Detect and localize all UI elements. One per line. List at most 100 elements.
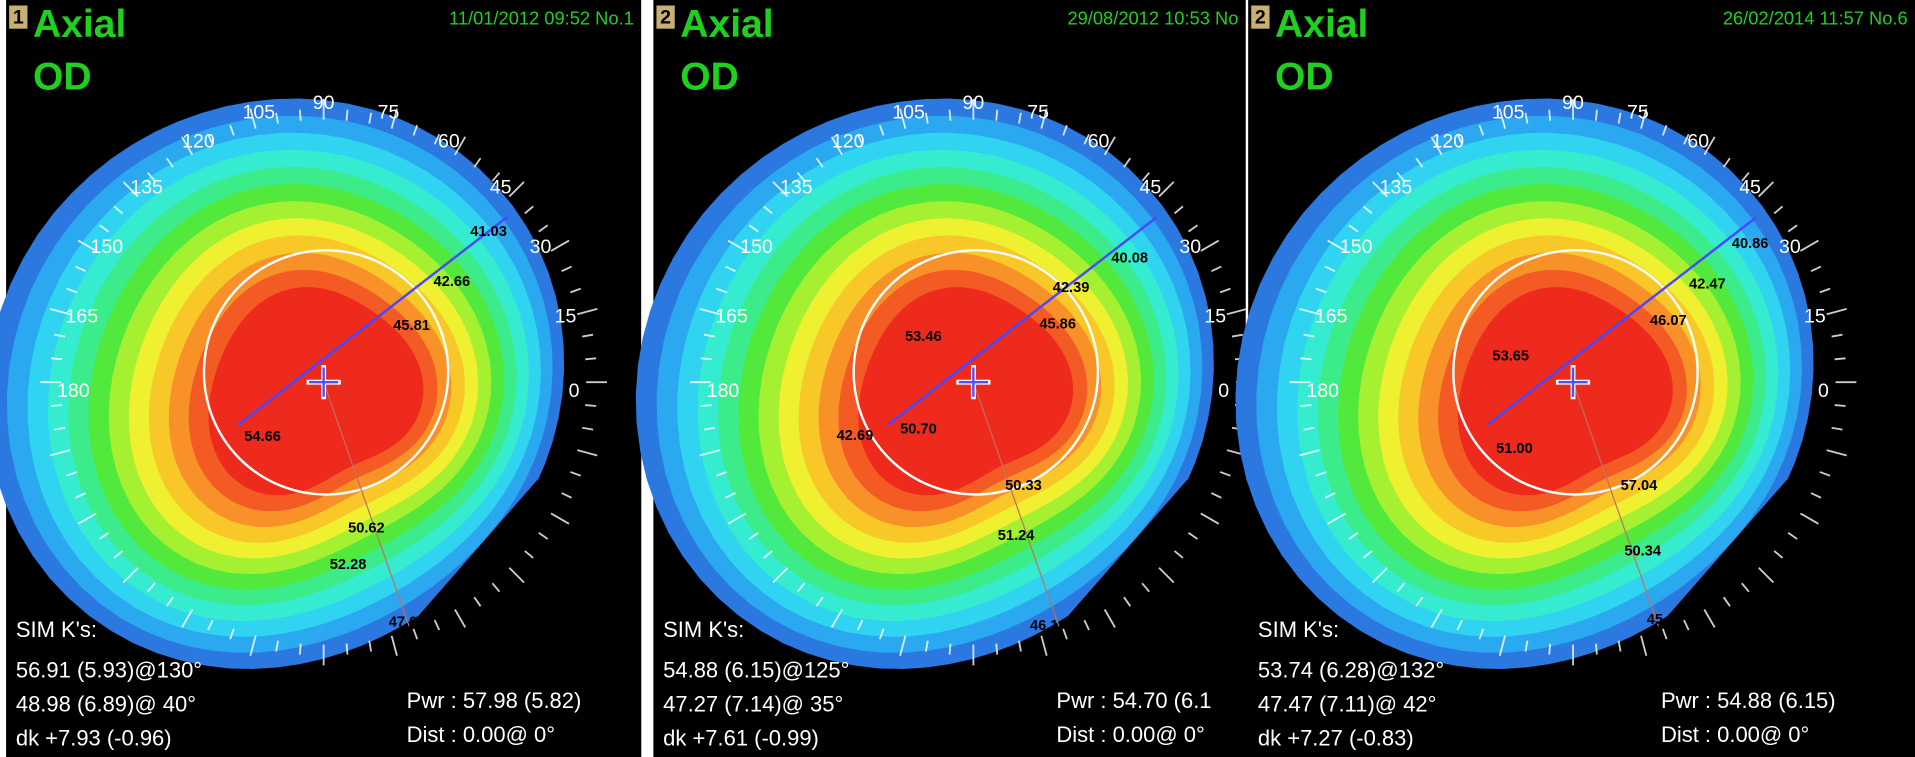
scale-tick <box>300 644 301 655</box>
scale-tick <box>1835 405 1846 406</box>
angle-label: 15 <box>555 306 577 328</box>
map-mode: Axial <box>680 3 773 46</box>
scale-tick <box>1596 644 1597 655</box>
angle-label: 165 <box>66 306 99 328</box>
dist: Dist : 0.00@ 0° <box>407 722 555 747</box>
scale-tick <box>1835 358 1846 359</box>
sim-k-line: dk +7.61 (-0.99) <box>663 726 819 751</box>
panel-index: 1 <box>13 6 24 28</box>
scale-tick <box>347 110 348 121</box>
map-value-label: 40.86 <box>1732 236 1769 252</box>
angle-label: 120 <box>832 131 865 153</box>
map-value-label: 45.8 <box>1647 612 1676 628</box>
map-value-label: 53.65 <box>1492 348 1529 364</box>
angle-label: 30 <box>530 236 552 258</box>
angle-label: 90 <box>313 92 335 114</box>
dist: Dist : 0.00@ 0° <box>1661 722 1809 747</box>
angle-label: 105 <box>892 102 925 124</box>
scale-tick <box>51 405 62 406</box>
map-value-label: 54.66 <box>244 429 281 445</box>
map-value-label: 42.47 <box>1689 276 1726 292</box>
sim-k-line: 54.88 (6.15)@125° <box>663 657 849 682</box>
angle-label: 180 <box>1306 380 1339 402</box>
map-value-label: 41.03 <box>470 224 507 240</box>
angle-label: 0 <box>1218 380 1229 402</box>
angle-label: 165 <box>715 306 748 328</box>
map-value-label: 57.04 <box>1621 478 1659 494</box>
map-value-label: 51.00 <box>1496 441 1533 457</box>
angle-label: 180 <box>57 380 90 402</box>
screenshot: 015304560759010512013515016518041.0342.6… <box>0 0 1915 757</box>
panel-index: 2 <box>660 6 671 28</box>
eye: OD <box>1275 56 1334 99</box>
angle-label: 150 <box>91 236 124 258</box>
scale-tick <box>1596 110 1597 121</box>
timestamp: 29/08/2012 10:53 No <box>1067 7 1238 28</box>
map-value-label: 50.70 <box>900 422 937 438</box>
angle-label: 60 <box>1088 131 1110 153</box>
sim-k-heading: SIM K's: <box>1258 617 1339 642</box>
angle-label: 120 <box>182 131 215 153</box>
scale-tick <box>347 644 348 655</box>
topography-panel: 015304560759010512013515016518041.0342.6… <box>0 0 641 757</box>
map-value-label: 52.28 <box>330 557 367 573</box>
map-value-label: 42.66 <box>434 274 471 290</box>
angle-label: 150 <box>740 236 773 258</box>
scale-tick <box>996 644 997 655</box>
sim-k-heading: SIM K's: <box>16 617 97 642</box>
angle-label: 30 <box>1179 236 1201 258</box>
map-value-label: 42.69 <box>837 428 874 444</box>
angle-label: 75 <box>1627 102 1649 124</box>
scale-tick <box>996 110 997 121</box>
angle-label: 75 <box>1027 102 1049 124</box>
angle-label: 90 <box>1562 92 1584 114</box>
angle-label: 30 <box>1779 236 1801 258</box>
map-value-label: 50.33 <box>1005 478 1042 494</box>
scale-tick <box>585 405 596 406</box>
eye: OD <box>680 56 739 99</box>
map-value-label: 50.34 <box>1624 544 1662 560</box>
scale-tick <box>950 644 951 655</box>
map-value-label: 46.1 <box>1030 618 1059 634</box>
scale-tick <box>701 358 712 359</box>
angle-label: 135 <box>780 176 813 198</box>
angle-label: 60 <box>1687 131 1709 153</box>
angle-label: 105 <box>243 102 276 124</box>
map-value-label: 47.0 <box>389 615 418 631</box>
timestamp: 26/02/2014 11:57 No.6 <box>1723 7 1908 28</box>
topography-panel: 015304560759010512013515016518040.0842.3… <box>636 0 1291 757</box>
angle-label: 180 <box>707 380 740 402</box>
map-value-label: 40.08 <box>1111 251 1148 267</box>
dist: Dist : 0.00@ 0° <box>1056 722 1204 747</box>
map-mode: Axial <box>33 3 126 46</box>
sim-k-line: dk +7.93 (-0.96) <box>16 726 172 751</box>
angle-label: 90 <box>963 92 985 114</box>
angle-label: 15 <box>1804 306 1826 328</box>
sim-k-heading: SIM K's: <box>663 617 744 642</box>
angle-label: 105 <box>1492 102 1525 124</box>
angle-label: 0 <box>569 380 580 402</box>
scale-tick <box>300 110 301 121</box>
angle-label: 120 <box>1432 131 1465 153</box>
map-value-label: 46.07 <box>1650 313 1687 329</box>
map-value-label: 45.86 <box>1039 317 1076 333</box>
panel-index: 2 <box>1255 6 1266 28</box>
power: Pwr : 57.98 (5.82) <box>407 688 582 713</box>
sim-k-line: 47.27 (7.14)@ 35° <box>663 692 843 717</box>
scale-tick <box>1549 644 1550 655</box>
angle-label: 0 <box>1818 380 1829 402</box>
scale-tick <box>701 405 712 406</box>
angle-label: 45 <box>490 176 512 198</box>
power: Pwr : 54.70 (6.1 <box>1056 688 1211 713</box>
page: {"angle_labels": [0, 15, 30, 45, 60, 75,… <box>0 0 1915 757</box>
angle-label: 165 <box>1315 306 1348 328</box>
angle-label: 135 <box>130 176 163 198</box>
scale-tick <box>1549 110 1550 121</box>
sim-k-line: 56.91 (5.93)@130° <box>16 657 202 682</box>
power: Pwr : 54.88 (6.15) <box>1661 688 1836 713</box>
scale-tick <box>1301 405 1312 406</box>
map-value-label: 53.46 <box>905 329 942 345</box>
map-value-label: 45.81 <box>393 318 430 334</box>
angle-label: 150 <box>1340 236 1373 258</box>
angle-label: 60 <box>438 131 460 153</box>
